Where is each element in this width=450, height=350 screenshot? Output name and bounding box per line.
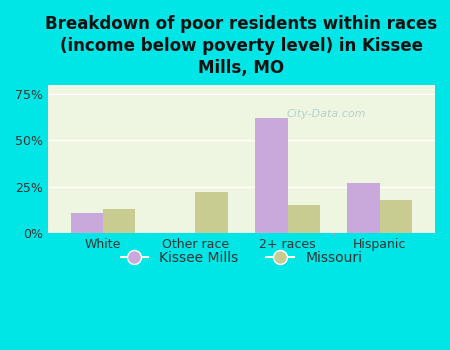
Bar xyxy=(288,205,320,233)
Bar xyxy=(380,199,412,233)
Bar xyxy=(347,183,380,233)
Bar xyxy=(103,209,135,233)
Bar xyxy=(71,213,103,233)
Title: Breakdown of poor residents within races
(income below poverty level) in Kissee
: Breakdown of poor residents within races… xyxy=(45,15,437,77)
Bar xyxy=(255,118,288,233)
Bar xyxy=(195,192,228,233)
Text: City-Data.com: City-Data.com xyxy=(287,109,366,119)
Legend: Kissee Mills, Missouri: Kissee Mills, Missouri xyxy=(115,246,368,271)
